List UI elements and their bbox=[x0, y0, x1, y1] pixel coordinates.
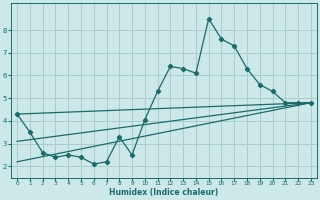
X-axis label: Humidex (Indice chaleur): Humidex (Indice chaleur) bbox=[109, 188, 219, 197]
